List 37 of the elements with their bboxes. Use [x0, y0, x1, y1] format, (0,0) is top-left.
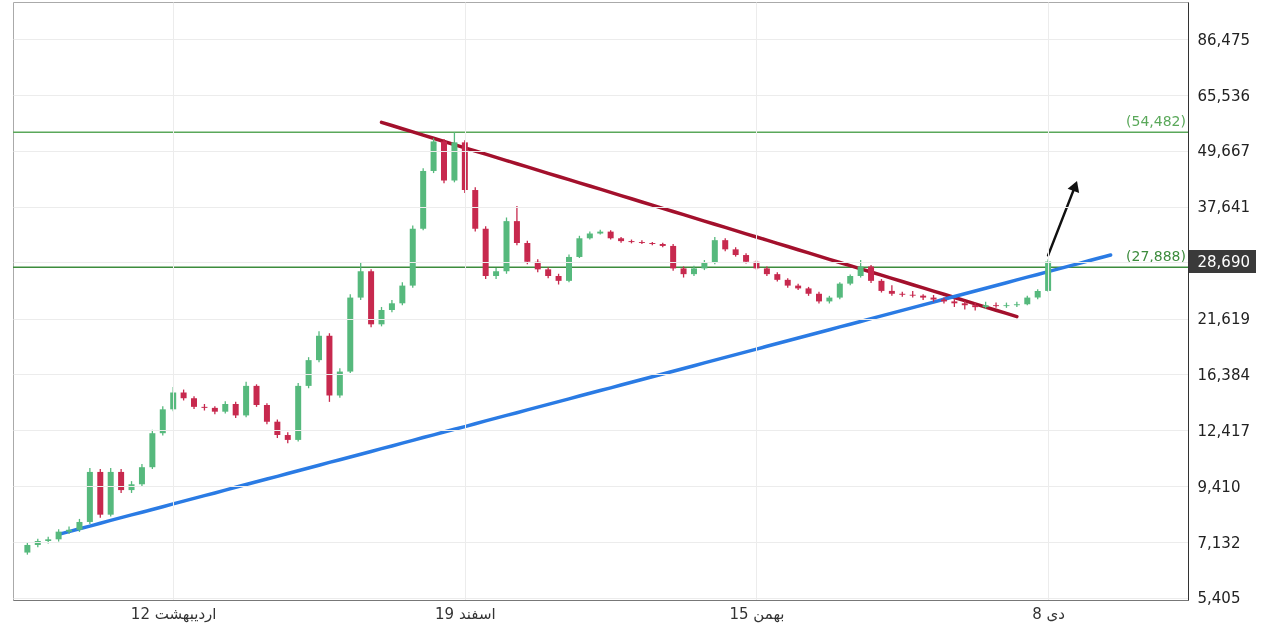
- y-tick-label: 37,641: [1197, 198, 1250, 217]
- candlestick: [263, 402, 270, 425]
- candlestick: [993, 301, 1000, 309]
- line-series: [379, 120, 1019, 319]
- candlestick: [638, 239, 645, 245]
- candlestick: [253, 383, 260, 408]
- y-tick-label: 65,536: [1197, 86, 1250, 105]
- candlestick: [399, 281, 406, 306]
- y-tick-label: 21,619: [1197, 310, 1250, 329]
- candlestick: [66, 525, 73, 535]
- x-tick-label: 8 دی: [1032, 604, 1065, 623]
- candlestick: [159, 405, 166, 437]
- x-tick-label: 19 اسفند: [435, 604, 496, 623]
- candlestick: [670, 243, 677, 272]
- ref-line-label: (54,482): [1126, 113, 1186, 130]
- candlestick: [711, 236, 718, 265]
- candlestick: [565, 253, 572, 283]
- y-tick-label: 7,132: [1197, 533, 1241, 552]
- candlestick: [138, 463, 145, 488]
- candlestick: [1013, 301, 1020, 308]
- y-tick-label: 5,405: [1197, 589, 1241, 608]
- candlestick: [513, 205, 520, 246]
- y-tick-label: 16,384: [1197, 365, 1250, 384]
- candlestick: [920, 293, 927, 301]
- candlestick: [378, 306, 385, 327]
- y-tick-label: 12,417: [1197, 421, 1250, 440]
- x-tick-label: 15 بهمن: [729, 604, 785, 623]
- y-tick-label: 49,667: [1197, 142, 1250, 161]
- ref-line-label: (27,888): [1126, 248, 1186, 265]
- candlestick: [336, 367, 343, 399]
- candlestick: [576, 235, 583, 259]
- candlestick: [524, 240, 531, 265]
- x-tick-label: 12 اردیبهشت: [130, 604, 217, 623]
- y-tick-label: 86,475: [1197, 30, 1250, 49]
- y-tick-label: 28,690: [1197, 253, 1250, 272]
- y-tick-label: 9,410: [1197, 477, 1241, 496]
- candlestick: [888, 284, 895, 297]
